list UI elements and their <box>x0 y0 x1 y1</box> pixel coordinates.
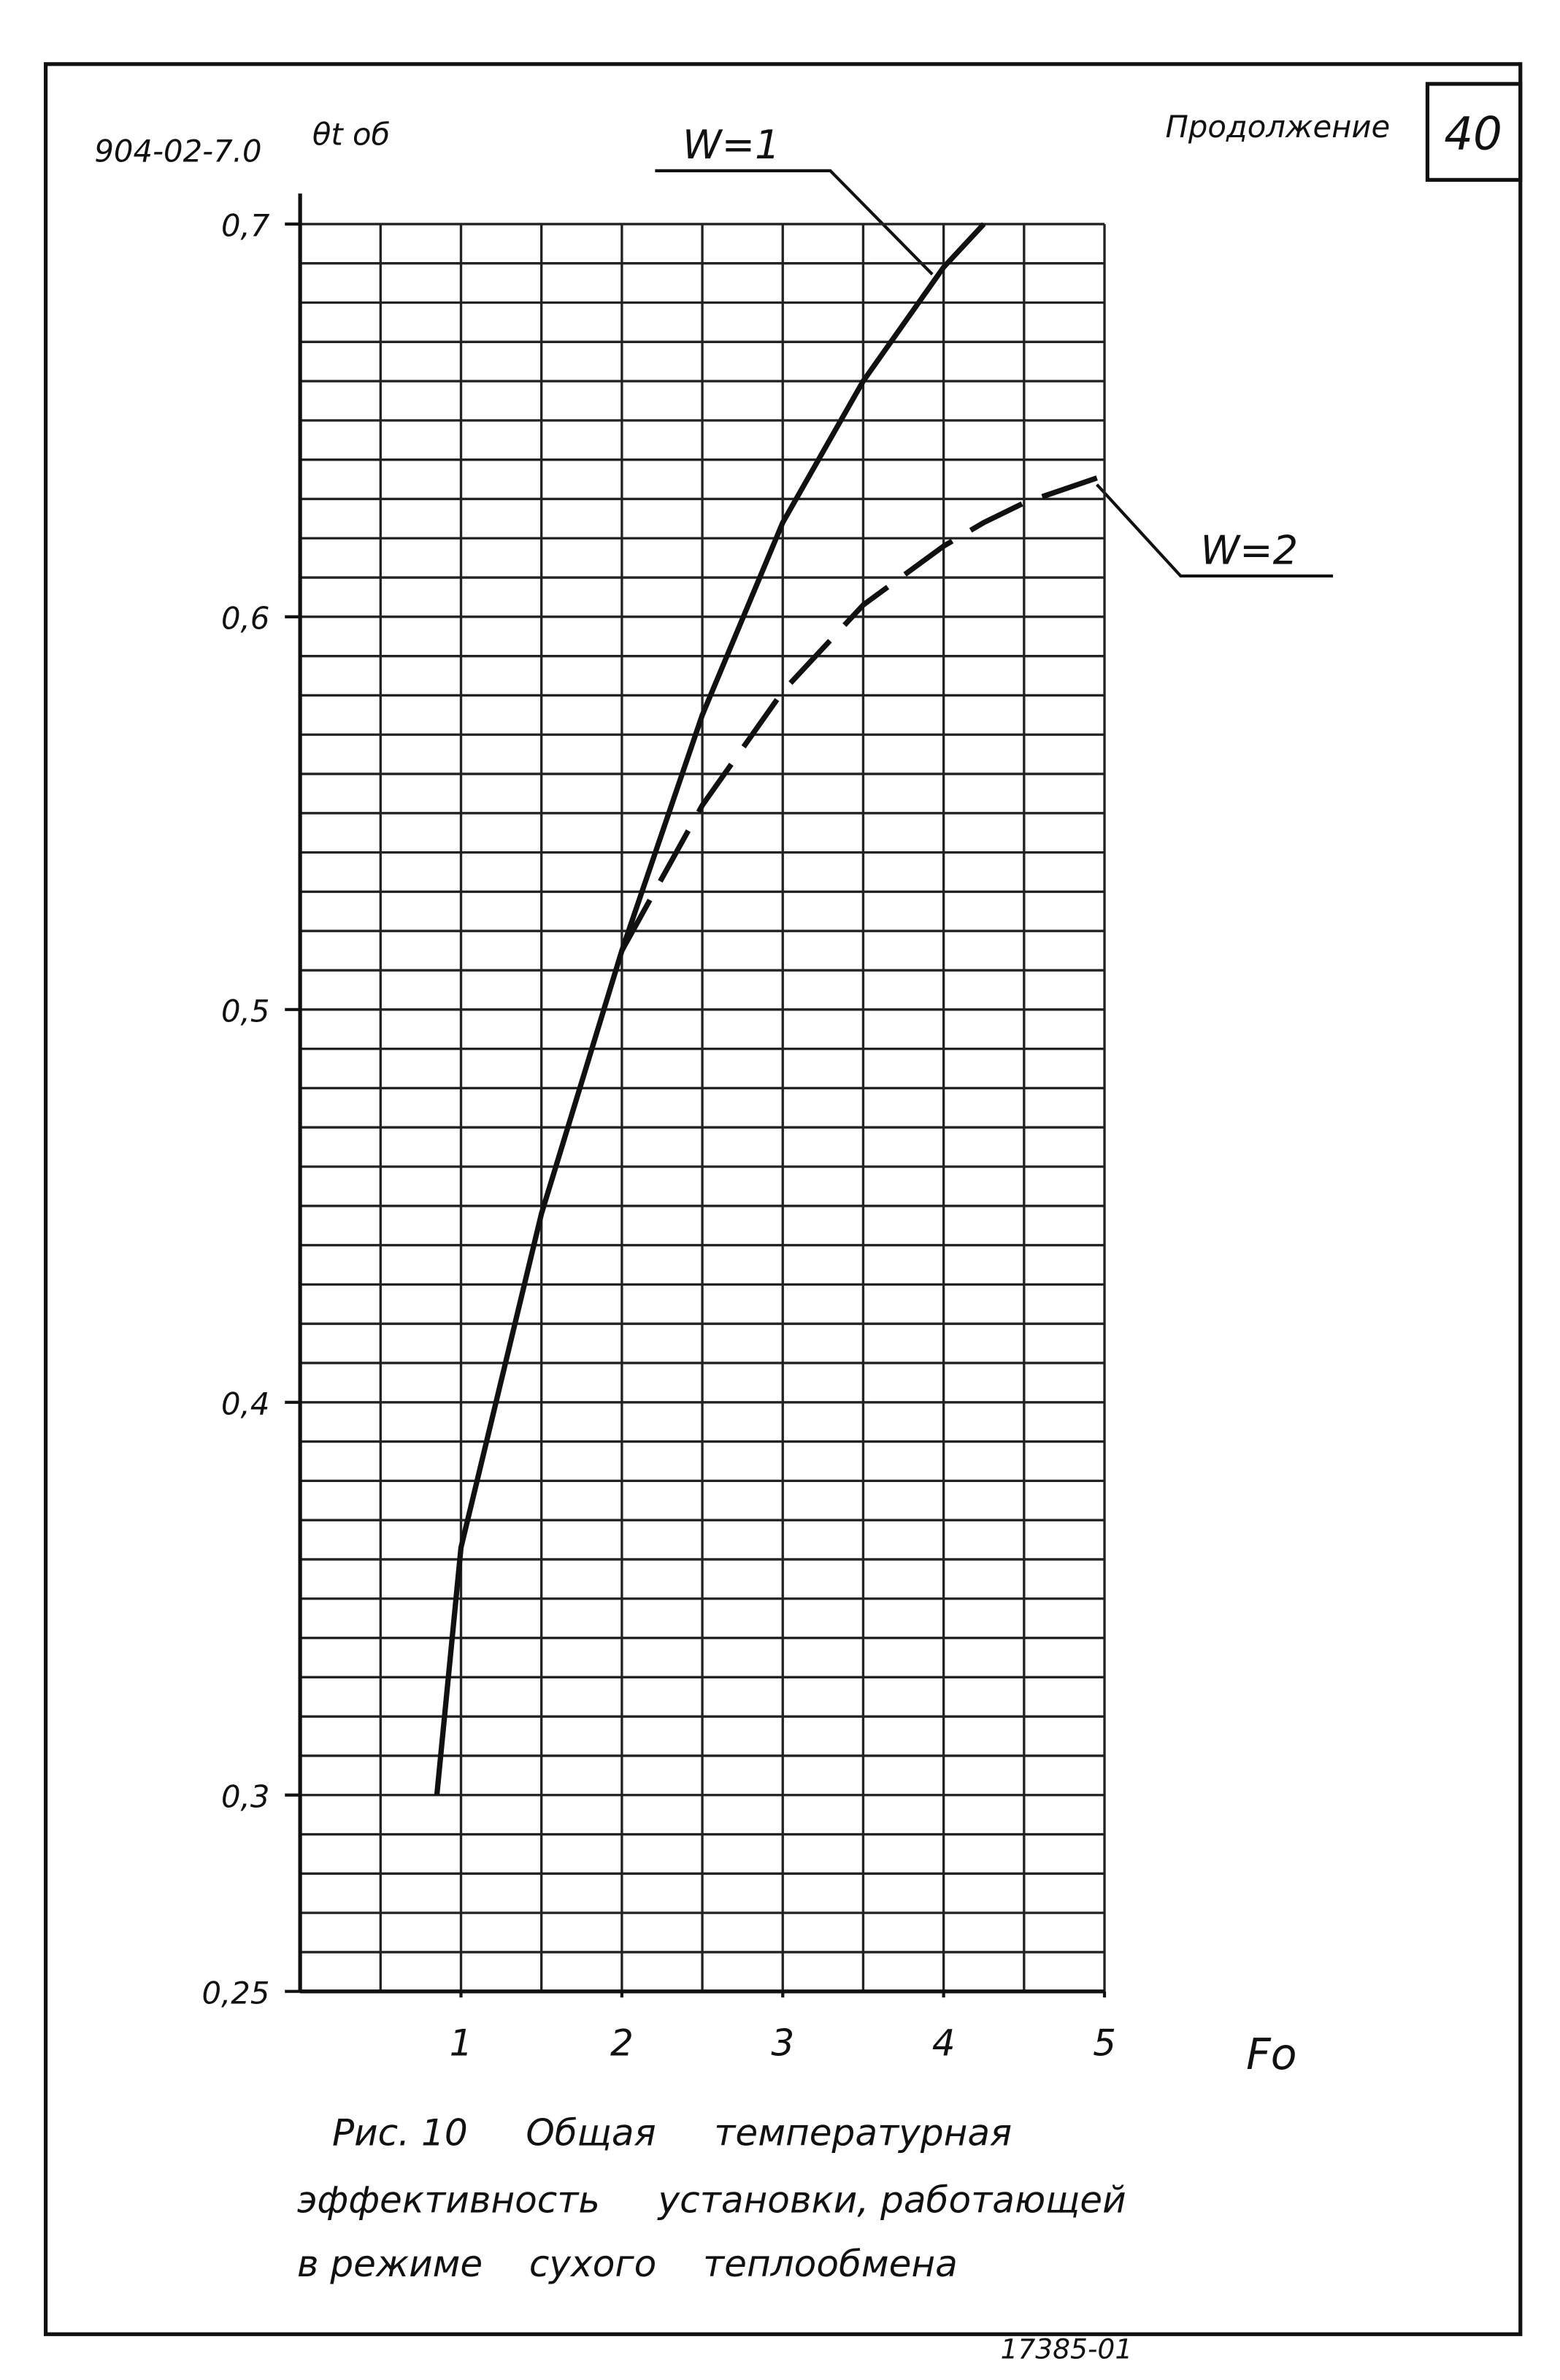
leader-line <box>655 169 934 276</box>
page-number: 40 <box>1444 107 1502 161</box>
page-number-box <box>1425 82 1523 182</box>
caption: в режиме сухого теплообмена <box>297 2243 958 2285</box>
series-label: W=1 <box>683 122 780 168</box>
leader-line <box>1096 483 1334 578</box>
x-axis-label: Fo <box>1246 2030 1296 2079</box>
x-tick-label: 4 <box>932 2022 956 2064</box>
drawing-number: 17385-01 <box>1000 2333 1132 2365</box>
doc-code: 904-02-7.0 <box>94 133 261 169</box>
caption: Рис. 10 Общая температурная <box>332 2111 1012 2154</box>
x-tick-label: 1 <box>450 2022 473 2064</box>
y-tick-label: 0,6 <box>221 601 269 637</box>
frame <box>43 62 1523 2336</box>
x-tick-label: 3 <box>771 2022 794 2064</box>
y-tick-label: 0,7 <box>221 208 270 244</box>
caption: эффективность установки, работающей <box>297 2179 1126 2221</box>
series-label: W=2 <box>1200 527 1298 573</box>
series-line <box>619 472 1106 952</box>
y-tick-label: 0,5 <box>221 994 269 1029</box>
y-tick-label: 0,25 <box>201 1975 269 2011</box>
y-axis-label: θt об <box>312 116 390 152</box>
y-tick-label: 0,4 <box>221 1386 269 1421</box>
continuation: Продолжение <box>1165 109 1390 145</box>
y-tick-label: 0,3 <box>221 1778 269 1814</box>
series-line <box>434 222 986 1796</box>
x-tick-label: 2 <box>610 2022 634 2064</box>
x-tick-label: 5 <box>1093 2022 1116 2064</box>
